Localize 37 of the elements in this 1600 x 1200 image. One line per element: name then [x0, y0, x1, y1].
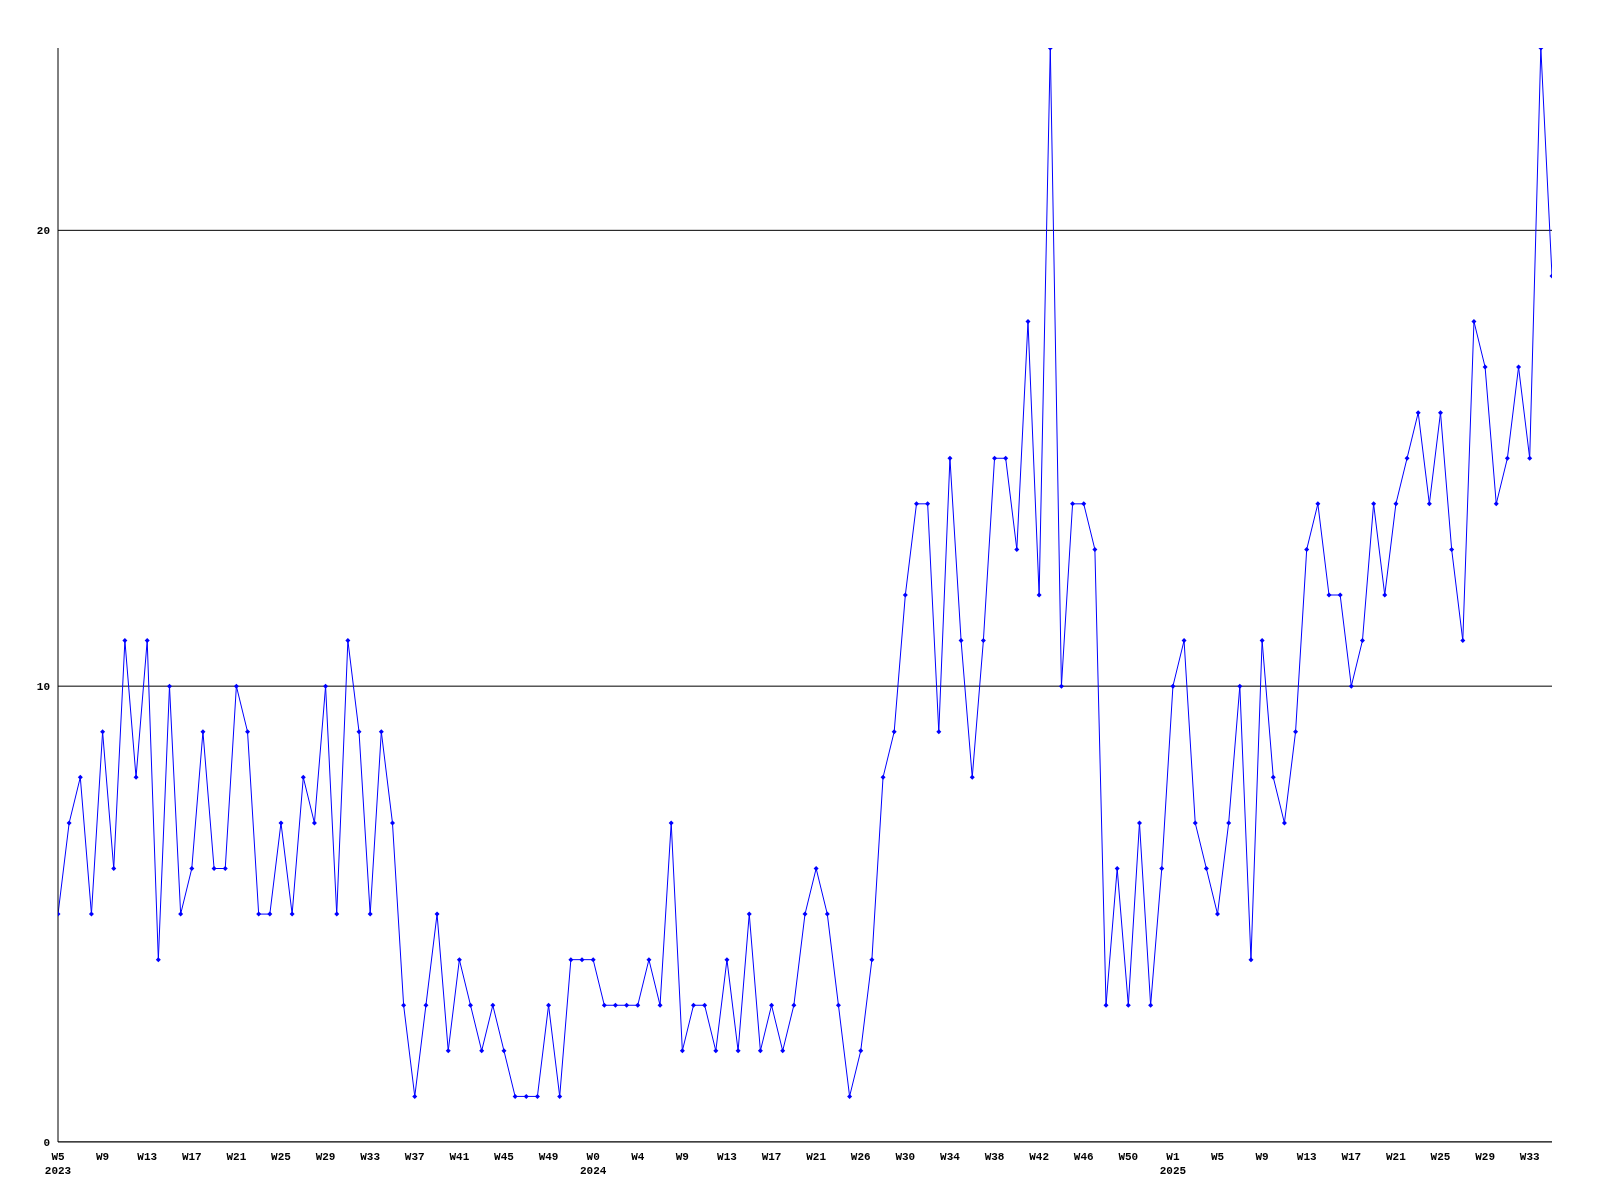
x-tick-label: W37 — [404, 1151, 425, 1163]
x-tick-label: W25 — [271, 1151, 292, 1163]
x-tick-label: W21 — [226, 1151, 247, 1163]
x-tick-label: W38 — [984, 1151, 1005, 1163]
x-tick-label: W9 — [675, 1151, 689, 1163]
x-tick-label: W13 — [137, 1151, 158, 1163]
x-tick-label: W0 2024 — [579, 1151, 607, 1177]
x-tick-label: W13 — [1296, 1151, 1318, 1163]
x-tick-label: W25 — [1430, 1151, 1451, 1163]
x-tick-label: W21 — [1386, 1151, 1407, 1163]
x-tick-label: W17 — [761, 1151, 782, 1163]
x-tick-label: W46 — [1073, 1151, 1094, 1163]
x-tick-label: W33 — [1519, 1151, 1540, 1163]
y-tick-label: 10 — [36, 681, 50, 694]
x-tick-label: W5 2023 — [44, 1151, 72, 1177]
x-tick-label: W41 — [449, 1151, 470, 1163]
x-tick-label: W45 — [494, 1151, 515, 1163]
y-tick-label: 20 — [36, 225, 50, 238]
x-tick-label: W29 — [315, 1151, 336, 1163]
x-tick-label: W4 — [631, 1151, 645, 1163]
x-tick-label: W21 — [806, 1151, 827, 1163]
x-tick-label: W9 — [1255, 1151, 1269, 1163]
x-tick-label: W30 — [895, 1151, 916, 1163]
x-tick-label: W13 — [717, 1151, 738, 1163]
y-tick-label: 0 — [43, 1136, 50, 1149]
x-tick-label: W29 — [1475, 1151, 1496, 1163]
x-tick-label: W42 — [1029, 1151, 1050, 1163]
x-tick-label: W17 — [1341, 1151, 1362, 1163]
x-tick-label: W33 — [360, 1151, 381, 1163]
x-tick-label: W1 2025 — [1159, 1151, 1187, 1177]
x-tick-label: W9 — [96, 1151, 110, 1163]
x-tick-label: W26 — [850, 1151, 871, 1163]
x-tick-label: W17 — [181, 1151, 202, 1163]
x-tick-label: W34 — [940, 1151, 961, 1163]
x-tick-label: W49 — [538, 1151, 559, 1163]
x-tick-label: W50 — [1118, 1151, 1139, 1163]
x-tick-label: W5 — [1210, 1151, 1225, 1163]
